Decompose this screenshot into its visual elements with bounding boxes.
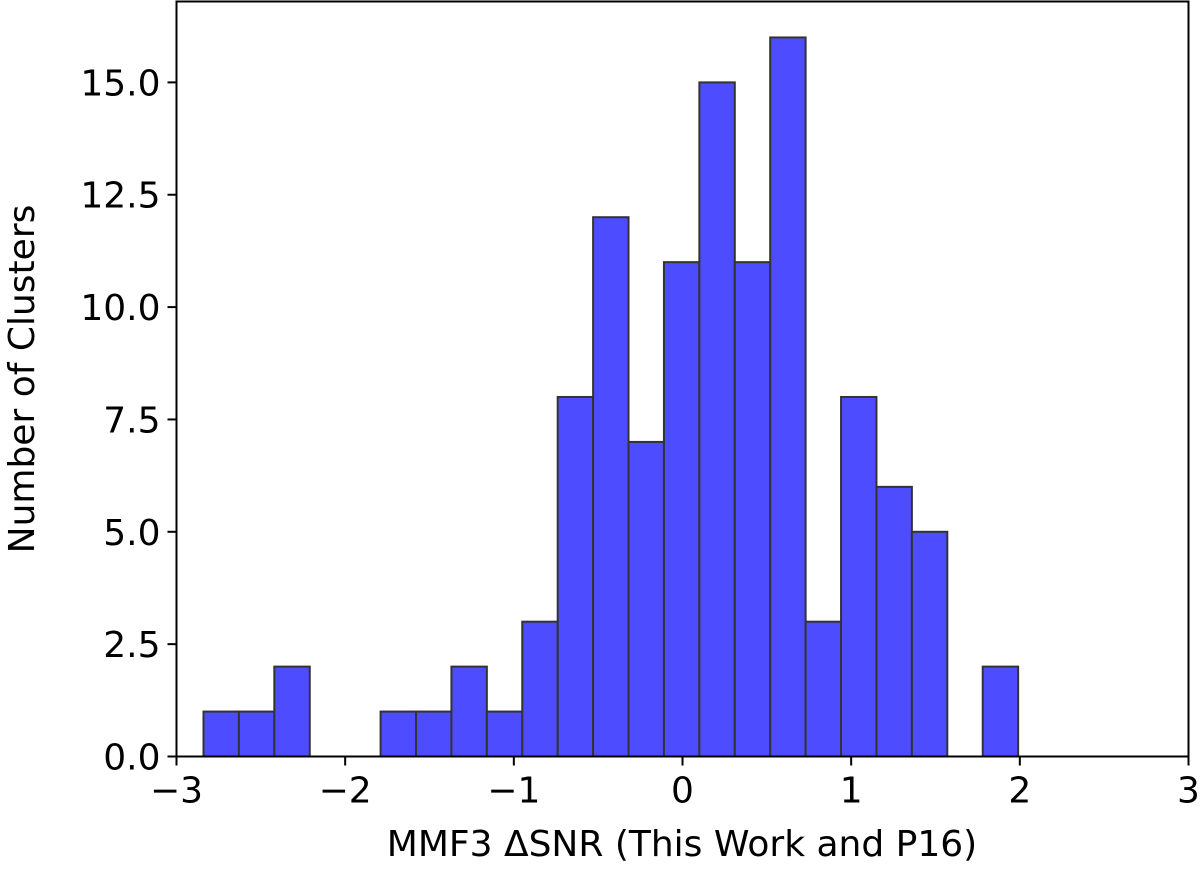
histogram-bar — [379, 710, 418, 758]
histogram-bar — [450, 665, 488, 758]
x-axis-label: MMF3 ΔSNR (This Work and P16) — [387, 824, 977, 865]
x-tick-label: −2 — [319, 771, 372, 812]
histogram-bar — [521, 620, 559, 758]
histogram-bar — [981, 665, 1020, 758]
x-axis-ticks: −3 −2 −1 0 1 2 3 — [150, 756, 1200, 812]
y-tick-label: 5.0 — [103, 513, 160, 554]
y-tick-label: 2.5 — [103, 625, 160, 666]
histogram-bar — [556, 395, 595, 758]
histogram-bar — [273, 665, 311, 758]
histogram-bar — [415, 710, 453, 758]
histogram-bar — [875, 485, 913, 758]
histogram-bar — [237, 710, 276, 758]
y-tick-label: 12.5 — [80, 176, 160, 217]
y-tick-label: 0.0 — [103, 738, 160, 779]
histogram-bar — [592, 216, 630, 758]
histogram-bar — [769, 36, 807, 758]
y-axis-ticks: 0.0 2.5 5.0 7.5 10.0 12.5 15.0 — [80, 63, 177, 779]
histogram-bar — [202, 710, 240, 758]
histogram-bars — [202, 36, 1020, 758]
y-tick-label: 15.0 — [80, 63, 160, 104]
x-tick-label: 2 — [1008, 771, 1031, 812]
histogram-bar — [804, 620, 843, 758]
histogram-bar — [698, 81, 736, 758]
histogram-bar — [627, 440, 665, 758]
x-tick-label: −3 — [150, 771, 203, 812]
histogram-bar — [910, 530, 949, 758]
histogram-bar — [840, 395, 878, 758]
histogram-bar — [485, 710, 524, 758]
histogram-bar — [662, 261, 701, 758]
x-tick-label: 3 — [1177, 771, 1200, 812]
y-tick-label: 10.0 — [80, 288, 160, 329]
y-tick-label: 7.5 — [103, 400, 160, 441]
x-tick-label: 1 — [840, 771, 863, 812]
x-tick-label: −1 — [487, 771, 540, 812]
x-tick-label: 0 — [671, 771, 694, 812]
y-axis-label: Number of Clusters — [2, 205, 43, 554]
histogram-bar — [733, 261, 772, 758]
